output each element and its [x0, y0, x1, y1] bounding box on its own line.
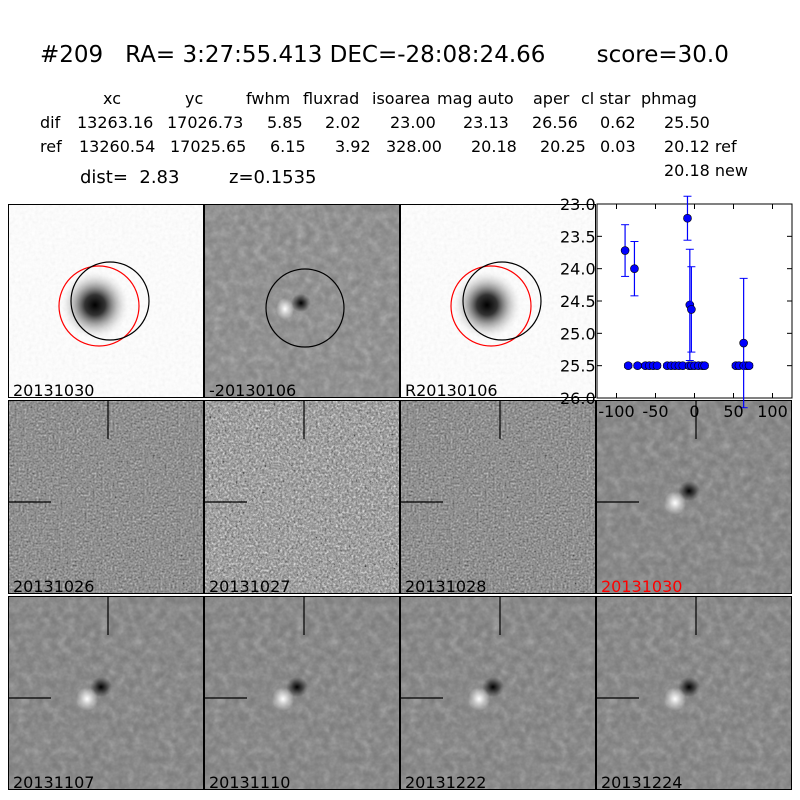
panel-date-label: 20131030 — [601, 577, 683, 594]
row-label: ref — [40, 137, 62, 156]
image-panel: 20131028 — [400, 400, 596, 594]
data-point — [683, 213, 692, 223]
table-cell: 13260.54 — [79, 137, 156, 156]
image-panel: R20130106 — [400, 204, 596, 398]
y-tick-label: 25.0 — [560, 324, 596, 343]
ref-circle — [58, 265, 140, 347]
table-cell: 5.85 — [267, 113, 303, 132]
column-header: yc — [185, 89, 204, 108]
data-point — [687, 305, 696, 314]
table-cell: 17026.73 — [167, 113, 244, 132]
column-header: mag auto — [437, 89, 514, 108]
dist-value: dist= 2.83 — [80, 167, 180, 188]
column-header: fluxrad — [303, 89, 360, 108]
image-panel: 20131026 — [8, 400, 204, 594]
table-cell: 20.25 — [540, 137, 586, 156]
column-header: isoarea — [372, 89, 431, 108]
table-cell: 13263.16 — [77, 113, 154, 132]
table-cell: 25.50 — [664, 113, 710, 132]
ref-circle — [450, 265, 532, 347]
image-panel: 20131110 — [204, 596, 400, 790]
table-cell: 2.02 — [325, 113, 361, 132]
table-cell: 0.03 — [600, 137, 636, 156]
row-label: dif — [40, 113, 61, 132]
image-panel: 20131030 — [8, 204, 204, 398]
column-header: fwhm — [246, 89, 291, 108]
detection-circle — [70, 261, 150, 341]
data-point — [630, 264, 639, 273]
x-tick-label: -50 — [642, 402, 668, 421]
table-cell: 23.13 — [463, 113, 509, 132]
panel-date-label: 20131028 — [405, 577, 487, 594]
y-tick-label: 25.5 — [560, 357, 596, 376]
image-panel: -20130106 — [204, 204, 400, 398]
redshift-value: z=0.1535 — [229, 167, 317, 188]
column-header: phmag — [641, 89, 697, 108]
table-cell: 0.62 — [600, 113, 636, 132]
light-curve-plot: 23.0 23.5 24.0 24.5 25.0 25.5 26.0-100 -50 0 50 10… — [560, 195, 793, 421]
x-tick-label: 0 — [689, 402, 699, 421]
table-cell: 6.15 — [270, 137, 306, 156]
panel-date-label: 20131027 — [209, 577, 291, 594]
y-tick-label: 23.0 — [560, 195, 596, 214]
data-point — [623, 361, 633, 370]
phmag-new: 20.18 new — [664, 161, 748, 180]
image-panel: 20131222 — [400, 596, 596, 790]
title: #209 RA= 3:27:55.413 DEC=-28:08:24.66 sc… — [40, 42, 729, 68]
table-cell: 23.00 — [390, 113, 436, 132]
x-tick-label: 100 — [757, 402, 788, 421]
data-point — [652, 361, 662, 370]
panel-date-label: 20131026 — [13, 577, 95, 594]
table-cell: 20.12 ref — [664, 137, 737, 156]
x-tick-label: 50 — [723, 402, 743, 421]
image-panel: 20131107 — [8, 596, 204, 790]
x-tick-label: -100 — [598, 402, 634, 421]
column-header: xc — [103, 89, 121, 108]
data-point — [744, 361, 754, 370]
y-tick-label: 24.5 — [560, 292, 596, 311]
detection-circle — [265, 268, 345, 348]
panel-date-label: -20130106 — [209, 381, 297, 398]
column-header: cl star — [581, 89, 631, 108]
data-point — [739, 338, 748, 348]
column-header: aper — [533, 89, 570, 108]
table-cell: 26.56 — [532, 113, 578, 132]
panel-date-label: 20131107 — [13, 773, 95, 790]
data-point — [633, 361, 642, 370]
table-cell: 17025.65 — [170, 137, 247, 156]
image-panel: 20131224 — [596, 596, 792, 790]
y-tick-label: 24.0 — [560, 260, 596, 279]
detection-circle — [462, 261, 542, 341]
image-panel: 20131030 — [596, 400, 792, 594]
panel-date-label: R20130106 — [405, 381, 498, 398]
panel-date-label: 20131030 — [13, 381, 95, 398]
table-cell: 328.00 — [386, 137, 442, 156]
table-cell: 3.92 — [335, 137, 371, 156]
panel-date-label: 20131110 — [209, 773, 291, 790]
table-cell: 20.18 — [471, 137, 517, 156]
data-point — [700, 361, 709, 370]
image-panel: 20131027 — [204, 400, 400, 594]
y-tick-label: 26.0 — [560, 389, 596, 408]
data-point — [620, 246, 630, 255]
panel-date-label: 20131222 — [405, 773, 487, 790]
y-tick-label: 23.5 — [560, 227, 596, 246]
panel-date-label: 20131224 — [601, 773, 683, 790]
